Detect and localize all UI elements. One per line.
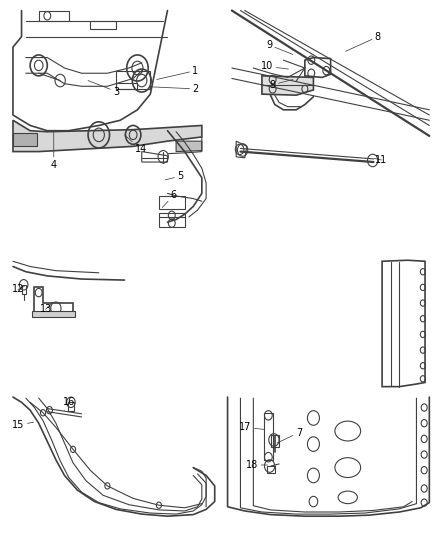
Polygon shape bbox=[262, 76, 314, 95]
Text: 5: 5 bbox=[166, 171, 184, 181]
Text: 10: 10 bbox=[261, 61, 289, 71]
Bar bbox=[159, 213, 185, 228]
Text: 4: 4 bbox=[51, 131, 57, 169]
Bar bbox=[159, 196, 185, 209]
Text: 17: 17 bbox=[240, 422, 265, 432]
Text: 11: 11 bbox=[374, 155, 387, 165]
Text: 12: 12 bbox=[12, 285, 24, 295]
Text: 7: 7 bbox=[277, 427, 302, 443]
Text: 6: 6 bbox=[162, 190, 177, 207]
Polygon shape bbox=[13, 133, 36, 147]
Text: 9: 9 bbox=[266, 40, 293, 54]
Bar bbox=[267, 466, 275, 473]
Text: 13: 13 bbox=[39, 303, 52, 314]
Text: 18: 18 bbox=[246, 460, 268, 470]
Bar bbox=[21, 285, 26, 294]
Text: 8: 8 bbox=[346, 31, 381, 51]
Text: 15: 15 bbox=[12, 421, 34, 430]
Bar bbox=[32, 311, 75, 317]
Text: 3: 3 bbox=[88, 80, 119, 96]
Bar bbox=[68, 402, 74, 410]
Bar bbox=[116, 83, 138, 89]
Polygon shape bbox=[13, 120, 202, 151]
Text: 1: 1 bbox=[157, 66, 198, 79]
Bar bbox=[90, 21, 116, 29]
Text: 16: 16 bbox=[63, 397, 75, 410]
Text: 2: 2 bbox=[150, 84, 198, 94]
Polygon shape bbox=[176, 141, 202, 151]
Text: 9: 9 bbox=[270, 79, 293, 90]
Text: 14: 14 bbox=[124, 135, 147, 155]
Bar bbox=[271, 435, 279, 447]
